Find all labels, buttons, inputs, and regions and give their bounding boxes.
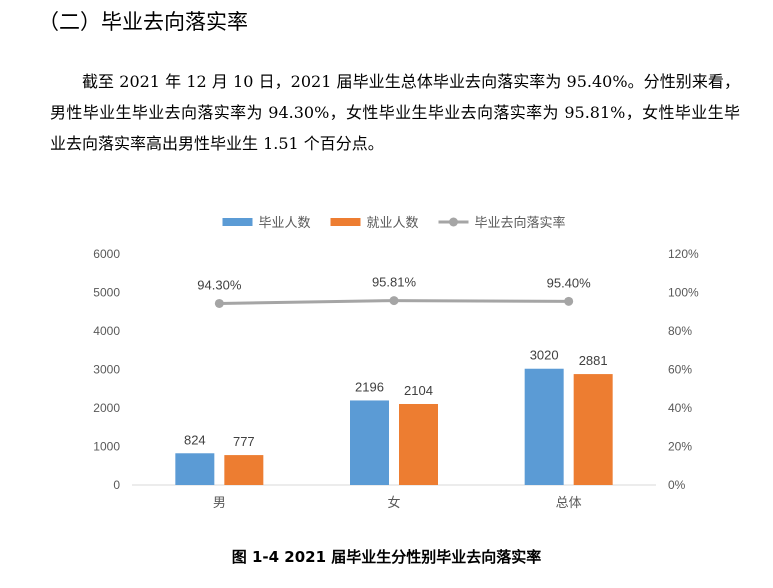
bar-employed — [399, 403, 438, 485]
legend-label: 毕业人数 — [259, 215, 311, 230]
y-right-tick-label: 80% — [668, 324, 692, 338]
x-axis: 男 女 总体 — [213, 495, 582, 510]
summary-paragraph: 截至 2021 年 12 月 10 日，2021 届毕业生总体毕业去向落实率为 … — [50, 72, 740, 153]
y-left-tick-label: 2000 — [93, 401, 120, 415]
bar-employed — [224, 455, 264, 485]
y-left-axis: 0 1000 2000 3000 4000 5000 6000 — [93, 247, 120, 492]
y-right-tick-label: 40% — [668, 401, 692, 415]
rate-point — [214, 298, 224, 308]
bar-value-label: 2881 — [579, 353, 608, 368]
rate-line-series: 94.30% 95.81% 95.40% — [197, 275, 591, 308]
y-left-tick-label: 4000 — [93, 324, 120, 338]
y-right-tick-label: 60% — [668, 363, 692, 377]
bar-graduates — [350, 400, 389, 485]
y-left-tick-label: 3000 — [93, 363, 120, 377]
x-tick-label: 男 — [213, 495, 226, 510]
bar-value-label: 824 — [184, 432, 206, 447]
bar-employed — [573, 374, 613, 485]
bar-series: 824 2196 3020 777 2104 2881 — [175, 348, 613, 485]
bar-graduates — [524, 368, 564, 485]
rate-value-label: 95.40% — [547, 275, 592, 290]
y-left-tick-label: 5000 — [93, 286, 120, 300]
x-tick-label: 女 — [387, 495, 400, 510]
graduation-rate-chart: 毕业人数 就业人数 毕业去向落实率 0 1000 2000 3000 4000 5000 600… — [93, 215, 699, 510]
y-right-tick-label: 20% — [668, 440, 692, 454]
legend-swatch — [330, 218, 361, 226]
y-right-axis: 0% 20% 40% 60% 80% 100% 120% — [668, 247, 699, 492]
bar-value-label: 2196 — [355, 379, 384, 394]
bar-value-label: 2104 — [404, 383, 433, 398]
legend-label: 毕业去向落实率 — [475, 215, 566, 230]
bar-value-label: 777 — [233, 434, 255, 449]
y-right-tick-label: 0% — [668, 478, 686, 492]
y-right-tick-label: 100% — [668, 286, 699, 300]
rate-value-label: 94.30% — [197, 277, 242, 292]
legend-swatch-marker — [449, 217, 458, 227]
legend-label: 就业人数 — [367, 215, 419, 230]
section-heading: （二）毕业去向落实率 — [38, 10, 248, 34]
rate-point — [389, 296, 399, 306]
bar-graduates — [175, 453, 215, 485]
x-tick-label: 总体 — [556, 495, 582, 510]
legend-swatch — [222, 218, 253, 226]
chart-legend: 毕业人数 就业人数 毕业去向落实率 — [222, 215, 566, 230]
y-left-tick-label: 1000 — [93, 440, 120, 454]
rate-value-label: 95.81% — [372, 275, 417, 290]
rate-point — [564, 296, 574, 306]
y-left-tick-label: 6000 — [93, 247, 120, 261]
figure-caption: 图 1-4 2021 届毕业生分性别毕业去向落实率 — [231, 548, 542, 566]
bar-value-label: 3020 — [530, 348, 559, 363]
y-right-tick-label: 120% — [668, 247, 699, 261]
y-left-tick-label: 0 — [113, 478, 120, 492]
